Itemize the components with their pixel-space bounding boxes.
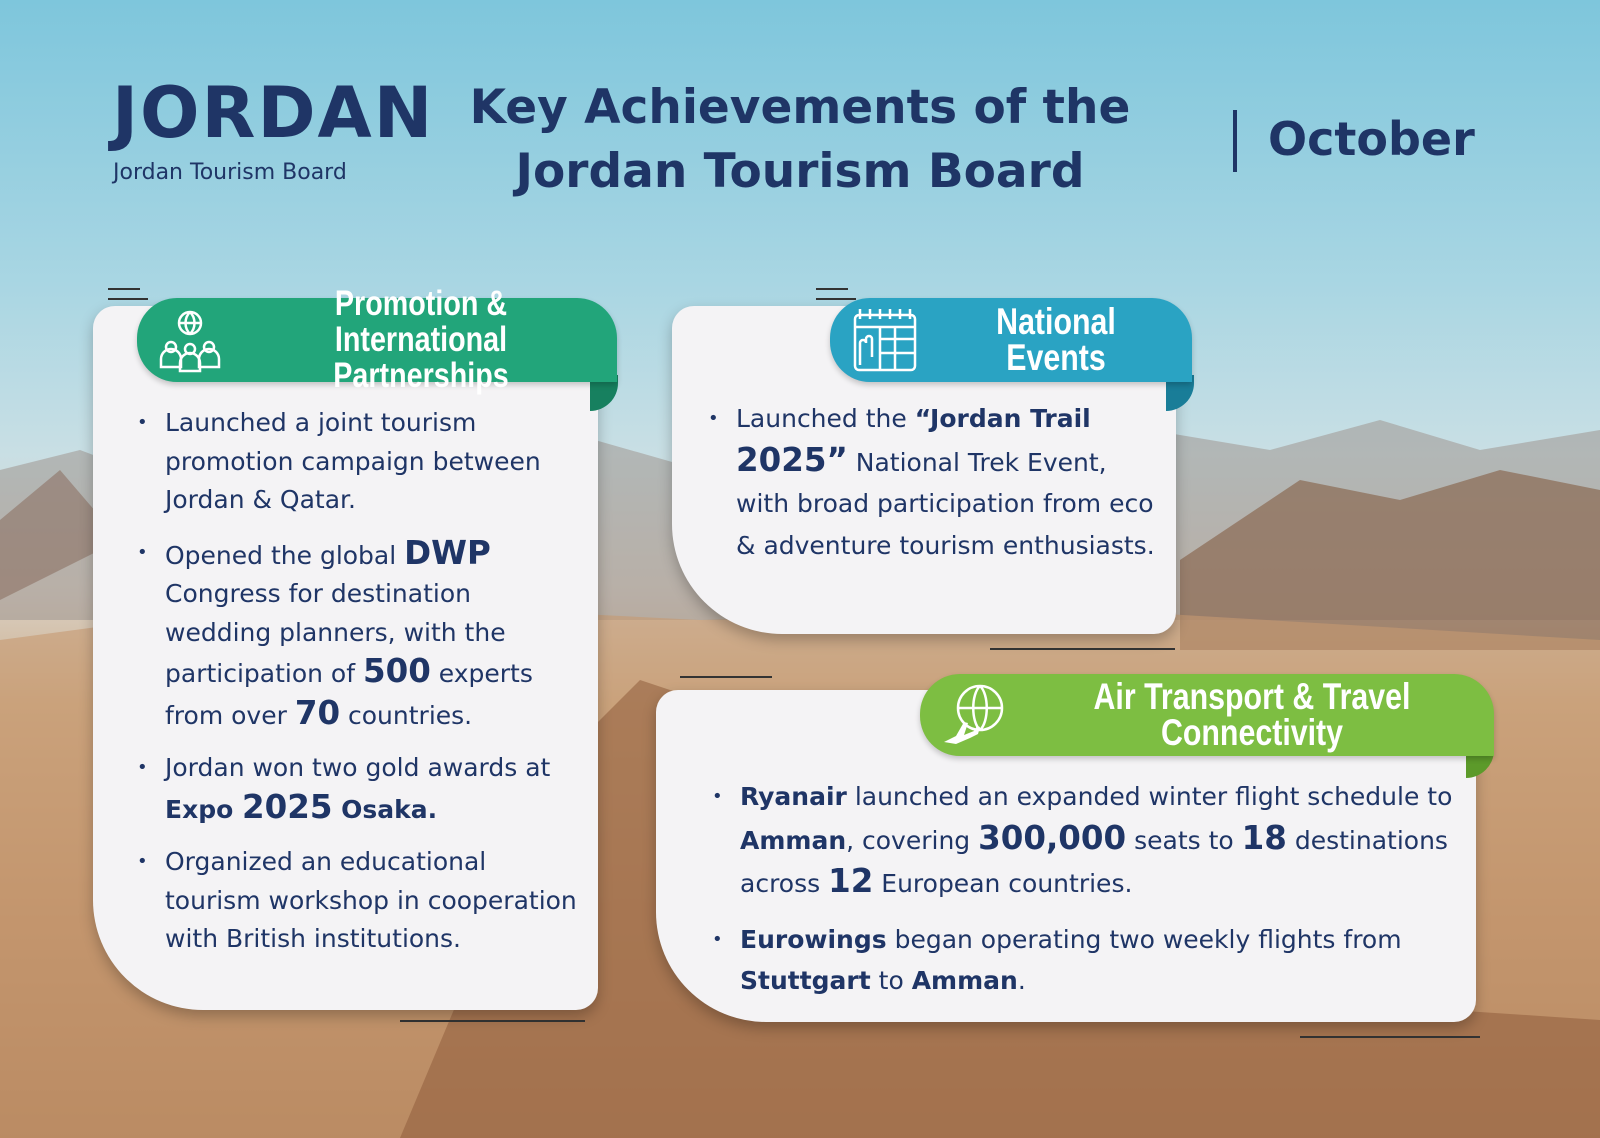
highlight: 70 [294,693,341,732]
text: Launched a joint tourism promotion campa… [165,408,541,514]
text: Opened the global [165,540,405,570]
icon [944,684,1004,744]
divider [1233,110,1237,172]
section-title: Air Transport & Travel Connectivity [1093,676,1411,753]
highlight: Stuttgart [740,966,871,995]
title-line: Partnerships [333,356,509,395]
bullet-list: Ryanair launched an expanded winter flig… [706,776,1476,1002]
section-title: Promotion & International Partnerships [260,286,581,394]
section-title: National Events [996,301,1116,378]
text: seats to [1126,825,1242,855]
highlight: Osaka. [332,794,438,824]
bullet: Eurowings began operating two weekly fli… [712,919,1476,1002]
icon [853,309,917,372]
highlight: “Jordan Trail [914,404,1091,433]
text: launched an expanded winter flight sched… [846,782,1453,811]
bullet: Launched the “Jordan Trail 2025” Nationa… [708,398,1162,566]
card-body: Ryanair launched an expanded winter flig… [706,776,1476,1016]
decor-line [1300,1036,1480,1038]
decor-line [108,288,140,290]
section-tab: National Events [830,298,1192,382]
highlight: 2025” [736,440,848,479]
highlight: Eurowings [740,924,887,954]
title-line: Key Achievements of the [469,80,1131,135]
highlight: 18 [1241,818,1287,857]
bullet: Organized an educational tourism worksho… [137,843,581,959]
text: , covering [846,825,979,855]
text: Jordan won two gold awards at [165,753,551,782]
decor-line [990,648,1175,650]
text: countries. [340,700,473,730]
text: to [870,966,912,995]
bullet: Launched a joint tourism promotion campa… [137,404,581,520]
logo: JORDAN [112,72,435,154]
bullet: Ryanair launched an expanded winter flig… [712,776,1476,905]
decor-line [680,676,772,678]
text: European countries. [873,869,1133,898]
title-line: Promotion & International [334,284,508,359]
title-line: Jordan Tourism Board [515,144,1085,199]
card-body: Launched the “Jordan Trail 2025” Nationa… [702,398,1162,580]
logo-subtitle: Jordan Tourism Board [113,160,347,185]
text: began operating two weekly flights from [886,924,1402,954]
bullet: Jordan won two gold awards at Expo 2025 … [137,749,581,829]
highlight: Expo [165,794,242,824]
highlight: 500 [362,652,431,690]
decor-line [816,298,856,300]
decor-line [816,288,848,290]
icon [159,310,221,373]
title: Key Achievements of the Jordan Tourism B… [440,76,1160,204]
highlight: Amman [740,825,847,855]
text: experts from over [165,659,533,730]
bullet-list: Launched a joint tourism promotion campa… [131,404,581,959]
card: Launched a joint tourism promotion campa… [93,306,598,1010]
highlight: Amman [911,966,1018,995]
text: . [1017,966,1026,995]
highlight: 12 [828,862,874,900]
highlight: 300,000 [978,818,1127,857]
text: Launched the [736,404,915,433]
text: destinations across [740,825,1448,899]
decor-line [108,298,148,300]
section-tab: Air Transport & Travel Connectivity [920,674,1494,756]
month: October [1268,112,1475,166]
text: National Trek Event, with broad particip… [736,447,1155,560]
text: Organized an educational tourism worksho… [165,847,577,953]
text: Congress for destination wedding planner… [165,579,506,688]
bullet-list: Launched the “Jordan Trail 2025” Nationa… [702,398,1162,566]
highlight: 2025 [241,787,333,826]
bullet: Opened the global DWP Congress for desti… [137,533,581,736]
card-body: Launched a joint tourism promotion campa… [131,404,581,973]
highlight: DWP [404,533,491,572]
decor-line [400,1020,585,1022]
section-tab: Promotion & International Partnerships [137,286,617,394]
highlight: Ryanair [740,782,847,811]
